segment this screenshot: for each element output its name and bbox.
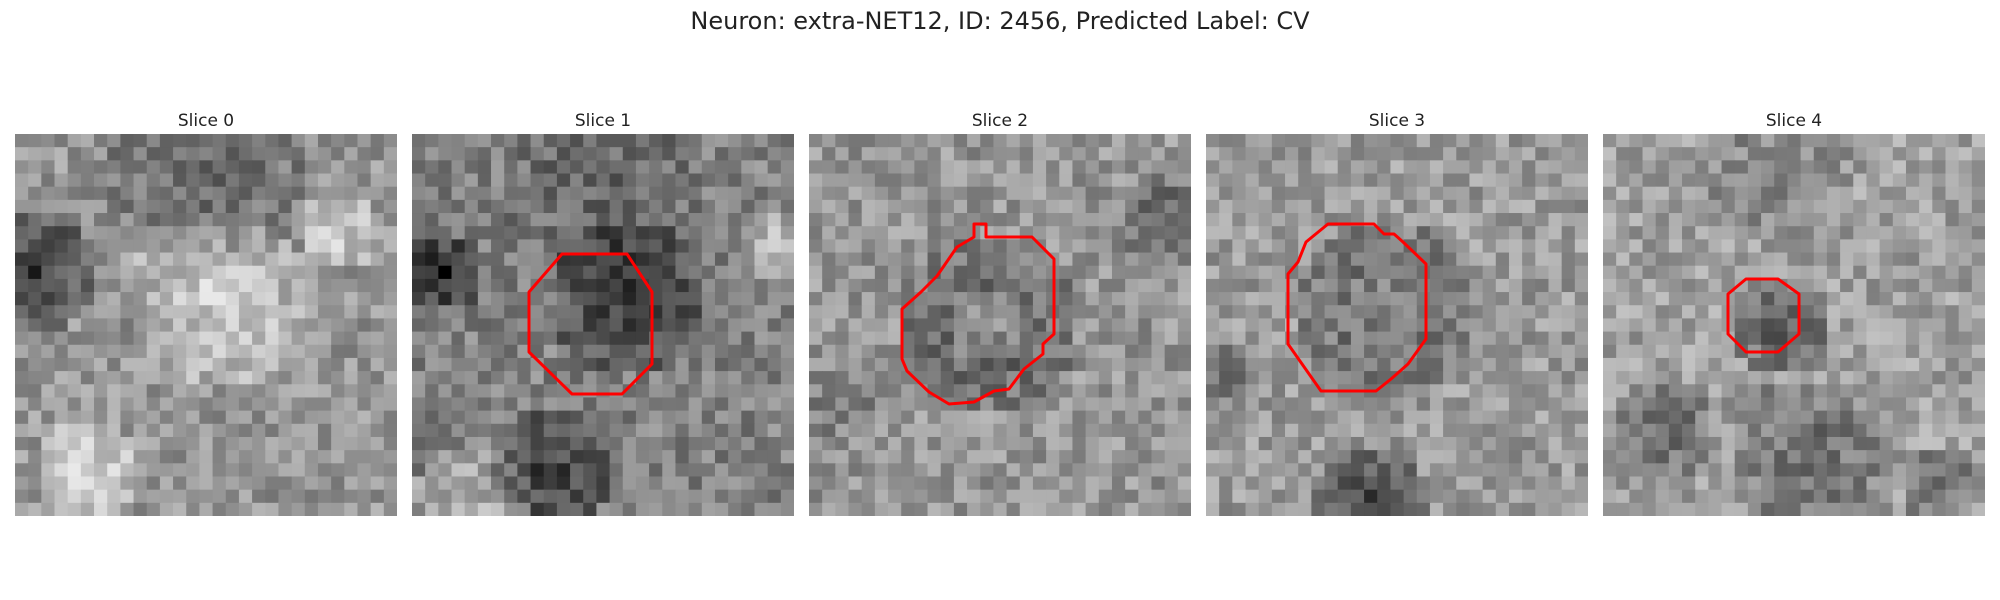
slice-image — [412, 134, 794, 516]
slice-image — [15, 134, 397, 516]
slice-title: Slice 4 — [1765, 111, 1823, 131]
slice-image — [1206, 134, 1588, 516]
neuron-contour — [1286, 222, 1428, 393]
figure-title: Neuron: extra-NET12, ID: 2456, Predicted… — [690, 7, 1310, 35]
slice-title: Slice 2 — [971, 111, 1029, 131]
slice-image — [1603, 134, 1985, 516]
slice-title: Slice 3 — [1368, 111, 1426, 131]
slice-panel-1: Slice 1 — [412, 110, 794, 516]
slice-image — [809, 134, 1191, 516]
slice-panel-0: Slice 0 — [15, 110, 397, 516]
neuron-contour — [1726, 277, 1801, 354]
slice-title: Slice 0 — [177, 111, 235, 131]
slice-title: Slice 1 — [574, 111, 632, 131]
slice-panel-2: Slice 2 — [809, 110, 1191, 516]
neuron-contour — [527, 252, 654, 396]
neuron-contour — [900, 222, 1056, 406]
slice-panel-3: Slice 3 — [1206, 110, 1588, 516]
slice-panel-4: Slice 4 — [1603, 110, 1985, 516]
